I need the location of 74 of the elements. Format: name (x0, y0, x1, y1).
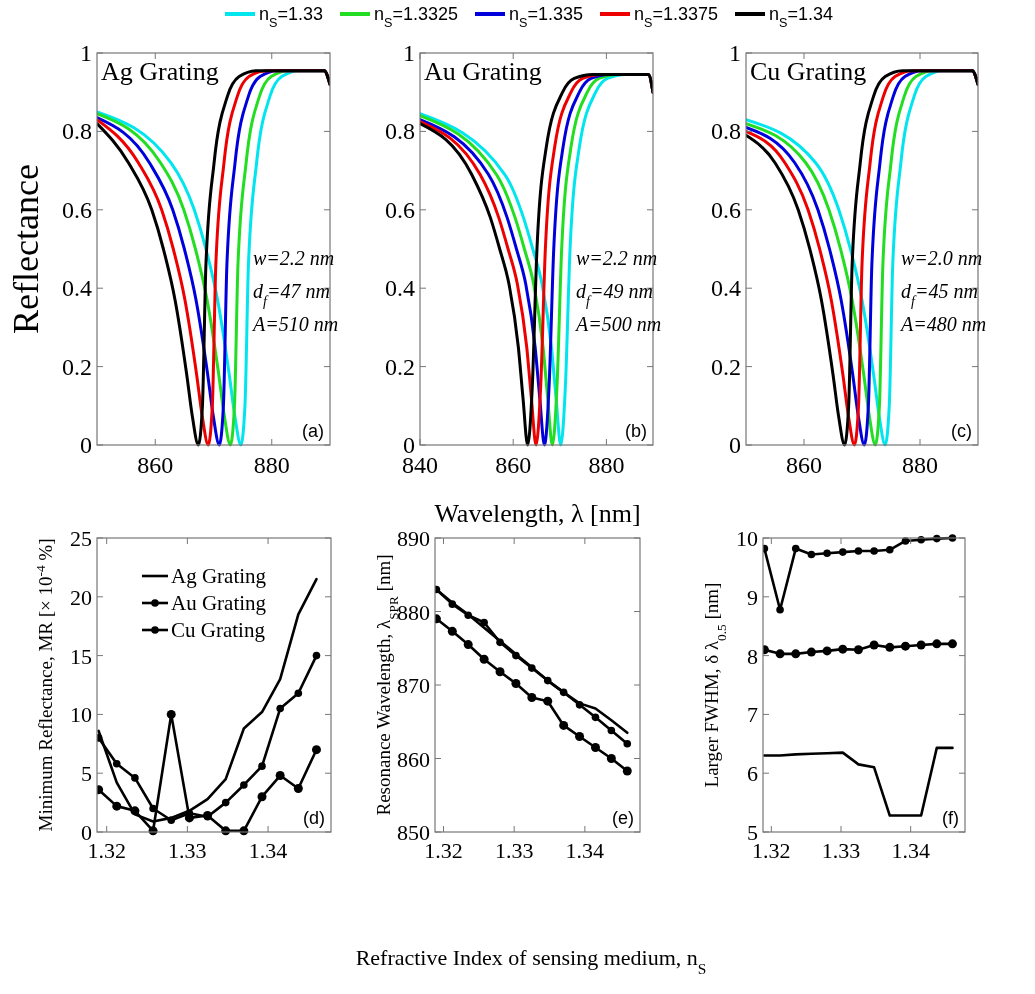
y-tick-label: 6 (747, 761, 758, 787)
annotation: Ag Grating (101, 57, 219, 86)
legend-label: n$_{S}$=1.3325 (374, 4, 458, 30)
annotation: (b) (625, 421, 647, 441)
annotation: w=2.2 nm (253, 247, 335, 269)
y-tick-label: 0.8 (62, 118, 92, 145)
y-tick-label: 25 (70, 526, 92, 551)
y-tick-label: 0.4 (385, 275, 415, 302)
y-tick-label: 0.4 (711, 275, 741, 302)
y-tick-label: 0.8 (711, 118, 741, 145)
x-tick-label: 860 (786, 452, 822, 478)
y-tick-label: 880 (397, 599, 430, 625)
x-tick-label: 1.34 (891, 838, 930, 863)
x-tick-label: 1.33 (494, 838, 534, 863)
annotation: Cu Grating (750, 57, 867, 86)
annotation: A=510 nm (251, 313, 339, 335)
x-tick-label: 1.34 (248, 838, 288, 863)
y-tick-label: 5 (81, 761, 92, 787)
y-tick-label: 0 (729, 432, 741, 458)
y-tick-label: 890 (397, 526, 430, 551)
x-tick-label: 1.33 (168, 838, 207, 863)
y-tick-label: 10 (736, 526, 758, 551)
x-axis-title: Wavelength, λ [nm] (434, 499, 641, 528)
legend-label: Au Grating (171, 591, 267, 615)
annotation: d$_{f}$=49 nm (576, 280, 653, 309)
legend-label: n$_{S}$=1.34 (769, 4, 833, 30)
x-tick-label: 860 (495, 452, 532, 478)
y-tick-label: 5 (747, 820, 758, 845)
y-tick-label: 15 (70, 643, 92, 669)
y-tick-label: 0.6 (711, 196, 741, 223)
annotation: (f) (942, 808, 959, 828)
annotation: d$_{f}$=45 nm (901, 280, 978, 309)
legend-label: Ag Grating (171, 564, 267, 588)
x-tick-label: 880 (588, 452, 625, 478)
y-tick-label: 9 (747, 584, 758, 610)
legend-label: n$_{S}$=1.335 (509, 4, 583, 30)
y-tick-label: 0.2 (385, 353, 415, 380)
y-tick-label: 20 (70, 584, 92, 610)
y-tick-label: 8 (747, 643, 758, 669)
annotation: w=2.2 nm (576, 247, 658, 269)
y-tick-label: 0.6 (385, 196, 415, 223)
x-axis-title: Refractive Index of sensing medium, n$_{S}$ (355, 945, 707, 977)
y-tick-label: 1 (80, 40, 92, 66)
legend-label: Cu Grating (171, 618, 266, 642)
annotation: Au Grating (424, 57, 542, 86)
y-tick-label: 0 (80, 432, 92, 458)
x-tick-label: 880 (253, 452, 290, 478)
y-tick-label: 10 (70, 702, 92, 728)
y-tick-label: 7 (747, 702, 758, 728)
legend-label: n$_{S}$=1.33 (259, 4, 323, 30)
legend-label: n$_{S}$=1.3375 (634, 4, 718, 30)
y-tick-label: 0.6 (62, 196, 92, 223)
annotation: (e) (612, 808, 634, 828)
annotation: (c) (951, 421, 972, 441)
x-tick-label: 1.33 (821, 838, 861, 863)
y-tick-label: 870 (397, 673, 430, 698)
y-tick-label: 0.4 (62, 275, 92, 302)
y-tick-label: 850 (397, 820, 430, 845)
y-tick-label: 1 (403, 40, 415, 66)
x-tick-label: 860 (137, 452, 174, 478)
y-axis-title: Reflectance (6, 164, 46, 334)
annotation: (d) (303, 808, 325, 828)
annotation: d$_{f}$=47 nm (253, 280, 330, 309)
annotation: (a) (302, 421, 324, 441)
y-tick-label: 0.8 (385, 118, 415, 145)
y-tick-label: 0.2 (711, 353, 741, 380)
annotation: A=500 nm (574, 313, 662, 335)
y-tick-label: 0.2 (62, 353, 92, 380)
y-tick-label: 0 (81, 820, 92, 845)
x-tick-label: 1.34 (565, 838, 605, 863)
y-tick-label: 1 (729, 40, 741, 66)
annotation: w=2.0 nm (901, 247, 983, 269)
x-tick-label: 880 (902, 452, 938, 478)
annotation: A=480 nm (899, 313, 987, 335)
